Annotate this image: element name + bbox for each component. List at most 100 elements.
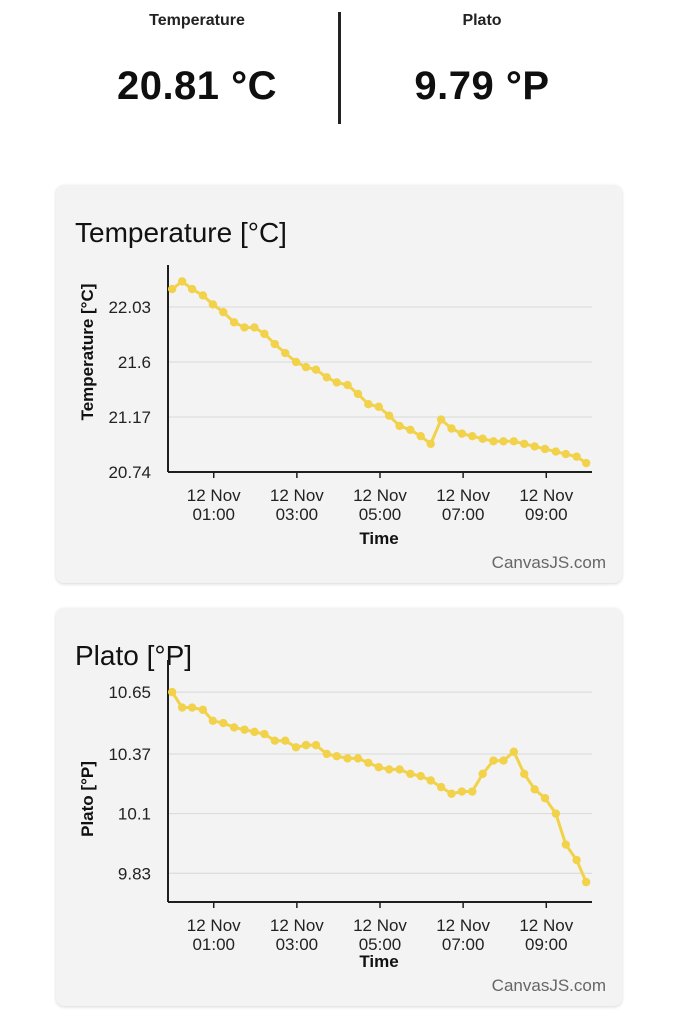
plato-data-point[interactable] (322, 749, 331, 759)
plato-data-point[interactable] (447, 789, 456, 798)
temperature-data-point[interactable] (270, 339, 280, 349)
plato-credit[interactable]: CanvasJS.com (492, 976, 606, 995)
plato-data-point[interactable] (219, 718, 228, 728)
temperature-data-point[interactable] (374, 402, 383, 411)
temperature-y-tick-label: 21.17 (108, 408, 151, 427)
plato-y-axis-title: Plato [°P] (78, 761, 97, 837)
plato-data-point[interactable] (260, 729, 269, 739)
temperature-data-point[interactable] (260, 329, 269, 339)
plato-data-point[interactable] (240, 725, 249, 734)
temperature-data-point[interactable] (343, 380, 352, 390)
plato-data-point[interactable] (572, 855, 581, 865)
temperature-chart-title: Temperature [°C] (75, 217, 287, 248)
plato-data-point[interactable] (250, 727, 259, 737)
temperature-data-point[interactable] (208, 300, 218, 309)
temperature-data-point[interactable] (551, 447, 561, 456)
plato-data-point[interactable] (167, 687, 177, 697)
plato-data-point[interactable] (343, 754, 352, 763)
plato-data-point[interactable] (291, 743, 301, 752)
plato-data-point[interactable] (406, 769, 415, 779)
temperature-data-point[interactable] (364, 400, 373, 409)
plato-data-point[interactable] (468, 787, 477, 796)
plato-y-tick-label: 10.1 (118, 805, 151, 824)
temperature-data-point[interactable] (509, 437, 519, 446)
temperature-data-point[interactable] (332, 378, 341, 387)
plato-data-point[interactable] (436, 782, 446, 792)
plato-data-point[interactable] (374, 763, 383, 772)
plato-chart-title: Plato [°P] (75, 640, 192, 671)
temperature-data-point[interactable] (478, 434, 487, 443)
temperature-data-point[interactable] (499, 437, 508, 446)
plato-data-point[interactable] (509, 747, 519, 756)
temperature-data-point[interactable] (489, 437, 498, 446)
temperature-data-point[interactable] (436, 415, 446, 424)
plato-data-point[interactable] (426, 776, 435, 785)
plato-data-point[interactable] (198, 705, 208, 714)
plato-data-point[interactable] (229, 723, 239, 732)
plato-data-point[interactable] (416, 771, 425, 781)
temperature-data-point[interactable] (301, 362, 311, 372)
plato-data-point[interactable] (208, 716, 218, 726)
temperature-y-axis-title: Temperature [°C] (78, 284, 97, 421)
temperature-data-point[interactable] (187, 284, 197, 294)
plato-data-point[interactable] (281, 736, 290, 745)
plato-data-point[interactable] (353, 754, 363, 763)
plato-data-point[interactable] (478, 769, 487, 779)
plato-data-point[interactable] (332, 751, 341, 761)
plato-x-tick-date-label: 12 Nov (436, 916, 490, 935)
plato-data-point[interactable] (311, 740, 321, 750)
temperature-data-point[interactable] (520, 439, 529, 449)
plato-data-point[interactable] (457, 787, 467, 796)
plato-data-point[interactable] (384, 765, 394, 774)
temperature-data-point[interactable] (395, 421, 404, 431)
plato-data-point[interactable] (489, 756, 498, 765)
temperature-data-point[interactable] (447, 424, 456, 433)
plato-data-point[interactable] (364, 758, 373, 767)
temperature-data-point[interactable] (291, 357, 301, 367)
temperature-data-point[interactable] (561, 449, 571, 459)
temperature-x-tick-date-label: 12 Nov (353, 486, 407, 505)
temperature-data-point[interactable] (229, 318, 239, 327)
temperature-data-point[interactable] (198, 291, 208, 300)
temperature-data-point[interactable] (416, 431, 425, 441)
temperature-data-point[interactable] (167, 284, 177, 294)
plato-data-point[interactable] (551, 809, 561, 818)
plato-data-point[interactable] (581, 877, 591, 887)
plato-data-point[interactable] (187, 703, 197, 712)
temperature-data-point[interactable] (406, 425, 415, 434)
temperature-data-point[interactable] (250, 323, 259, 332)
temperature-data-point[interactable] (468, 431, 477, 441)
plato-data-point[interactable] (540, 793, 550, 803)
plato-data-point[interactable] (395, 765, 404, 774)
temperature-x-tick-time-label: 01:00 (192, 505, 235, 524)
plato-data-point[interactable] (177, 703, 187, 712)
temperature-data-point[interactable] (322, 373, 331, 382)
temperature-data-point[interactable] (311, 365, 321, 374)
temperature-series-line (170, 279, 588, 465)
temperature-data-point[interactable] (281, 348, 290, 358)
temperature-y-tick-label: 21.6 (118, 353, 151, 372)
temperature-data-point[interactable] (530, 442, 539, 451)
plato-data-point[interactable] (301, 740, 311, 750)
temperature-data-point[interactable] (219, 307, 228, 317)
plato-data-point[interactable] (520, 769, 529, 779)
plato-data-point[interactable] (270, 736, 280, 745)
temperature-credit[interactable]: CanvasJS.com (492, 553, 606, 572)
temperature-data-point[interactable] (572, 452, 581, 461)
temperature-data-point[interactable] (581, 458, 591, 468)
temperature-data-point[interactable] (384, 411, 394, 420)
temperature-data-point[interactable] (426, 439, 435, 449)
temperature-data-point[interactable] (177, 277, 187, 286)
temperature-y-tick-label: 22.03 (108, 298, 151, 317)
plato-data-point[interactable] (530, 785, 539, 794)
temperature-data-point[interactable] (457, 429, 467, 438)
plato-data-point[interactable] (561, 840, 571, 849)
plato-data-point[interactable] (499, 756, 508, 765)
plato-stat-value: 9.79 °P (414, 64, 550, 108)
temperature-data-point[interactable] (240, 323, 249, 332)
plato-stat: Plato 9.79 °P (332, 10, 632, 109)
temperature-x-tick-time-label: 07:00 (442, 505, 485, 524)
temperature-data-point[interactable] (540, 444, 550, 454)
temperature-x-tick-date-label: 12 Nov (270, 486, 324, 505)
temperature-data-point[interactable] (353, 389, 363, 399)
